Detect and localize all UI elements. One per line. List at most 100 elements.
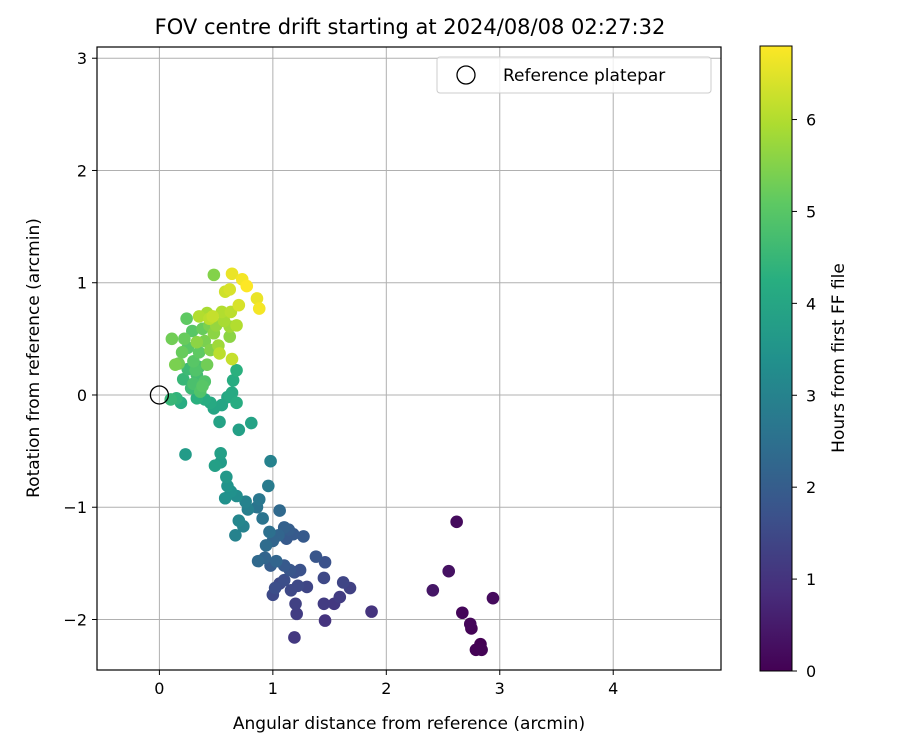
data-point xyxy=(317,571,331,585)
colorbar-tick-label: 3 xyxy=(806,386,816,405)
data-point xyxy=(206,310,220,323)
data-point xyxy=(214,447,227,460)
data-point xyxy=(223,283,237,296)
reference-platepar-marker xyxy=(149,385,170,405)
data-points xyxy=(164,267,500,657)
data-point xyxy=(178,332,191,346)
data-point xyxy=(200,358,214,371)
data-point xyxy=(486,591,500,605)
data-point xyxy=(269,554,283,568)
data-point xyxy=(317,597,331,611)
data-point xyxy=(180,312,193,325)
data-point xyxy=(207,268,221,282)
y-tick-label: 1 xyxy=(77,274,87,293)
data-point xyxy=(259,539,273,552)
data-point xyxy=(220,470,233,484)
data-point xyxy=(365,605,378,618)
y-axis-label: Rotation from reference (arcmin) xyxy=(24,218,44,498)
data-point xyxy=(175,346,189,359)
data-point xyxy=(176,372,190,386)
data-point xyxy=(190,335,204,349)
data-point xyxy=(230,363,243,377)
data-point xyxy=(213,347,226,360)
data-point xyxy=(297,530,310,543)
data-point xyxy=(196,379,209,393)
y-tick-label: 3 xyxy=(77,49,87,68)
data-point xyxy=(290,607,303,621)
y-tick-label: 0 xyxy=(77,386,87,405)
data-point xyxy=(426,584,440,597)
x-tick-label: 3 xyxy=(495,679,505,698)
data-point xyxy=(218,491,232,505)
data-point xyxy=(442,564,456,578)
data-point xyxy=(277,573,291,587)
data-point xyxy=(230,319,243,332)
colorbar-tick-label: 0 xyxy=(806,662,816,681)
data-point xyxy=(252,302,266,315)
colorbar-tick-label: 1 xyxy=(806,570,816,589)
colorbar-tick-label: 4 xyxy=(806,294,816,313)
chart-title: FOV centre drift starting at 2024/08/08 … xyxy=(155,15,666,39)
data-point xyxy=(232,423,246,437)
data-point xyxy=(263,525,276,539)
data-point xyxy=(230,396,243,410)
data-point xyxy=(318,614,332,627)
plot-area-frame xyxy=(96,46,722,671)
data-point xyxy=(333,590,347,604)
colorbar: 0 1 2 3 4 5 6 Hours from first FF file xyxy=(759,45,849,681)
colorbar-ticks: 0 1 2 3 4 5 6 xyxy=(792,111,816,681)
data-point xyxy=(284,584,298,597)
colorbar-tick-label: 6 xyxy=(806,111,816,130)
data-point xyxy=(225,352,239,366)
data-point xyxy=(186,324,199,338)
data-point xyxy=(168,358,182,371)
y-tick-label: 2 xyxy=(77,161,87,180)
legend: Reference platepar xyxy=(436,56,712,94)
data-point xyxy=(164,393,178,406)
data-point xyxy=(268,581,282,595)
data-point xyxy=(232,514,246,528)
grid xyxy=(97,47,721,670)
data-point xyxy=(229,528,242,542)
data-point xyxy=(250,292,264,305)
data-point xyxy=(213,415,226,429)
x-tick-label: 0 xyxy=(154,679,164,698)
data-point xyxy=(309,550,323,563)
data-point xyxy=(244,416,258,430)
data-point xyxy=(450,515,463,529)
data-point xyxy=(165,332,179,346)
data-point xyxy=(192,310,206,323)
data-point xyxy=(225,267,239,281)
data-point xyxy=(288,631,301,644)
colorbar-tick-label: 2 xyxy=(806,478,816,497)
data-point xyxy=(262,479,275,493)
data-point xyxy=(187,355,200,368)
data-point xyxy=(226,374,240,387)
legend-label: Reference platepar xyxy=(503,66,665,86)
x-tick-label: 2 xyxy=(381,679,391,698)
data-point xyxy=(256,512,269,525)
legend-box xyxy=(436,56,712,94)
colorbar-label: Hours from first FF file xyxy=(829,263,849,453)
data-point xyxy=(251,554,265,568)
colorbar-gradient xyxy=(759,45,793,672)
data-point xyxy=(239,495,252,508)
data-point xyxy=(232,298,246,312)
y-tick-label: −2 xyxy=(63,610,87,629)
data-point xyxy=(273,504,286,517)
data-point xyxy=(252,493,266,506)
data-point xyxy=(475,643,488,657)
data-point xyxy=(208,459,222,473)
data-point xyxy=(223,330,237,343)
axis-ticks: 0 1 2 3 4 −2 −1 0 1 2 3 xyxy=(63,49,618,698)
x-tick-label: 1 xyxy=(268,679,278,698)
y-tick-label: −1 xyxy=(63,498,87,517)
colorbar-tick-label: 5 xyxy=(806,202,816,221)
x-tick-label: 4 xyxy=(608,679,618,698)
data-point xyxy=(179,448,192,461)
data-point xyxy=(463,617,477,631)
data-point xyxy=(456,606,469,620)
data-point xyxy=(240,279,254,293)
